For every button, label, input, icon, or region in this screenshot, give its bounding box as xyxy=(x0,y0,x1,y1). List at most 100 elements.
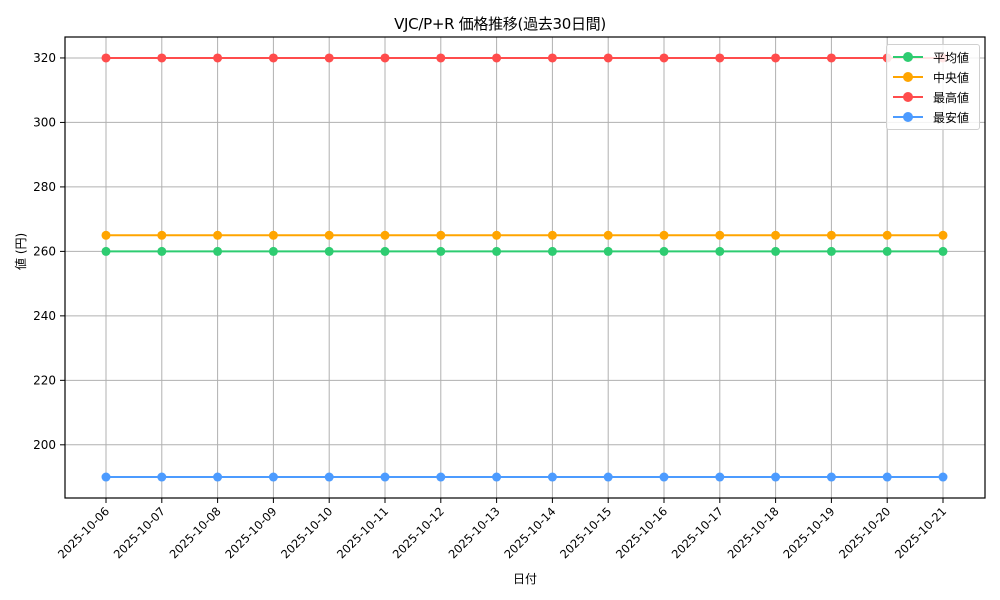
data-point xyxy=(659,472,669,482)
legend: 平均値 中央値 最高値 最安値 xyxy=(886,44,980,130)
legend-item-min: 最安値 xyxy=(887,107,979,127)
data-point xyxy=(715,246,725,256)
x-tick-label: 2025-10-13 xyxy=(446,504,503,561)
data-point xyxy=(101,230,111,240)
data-point xyxy=(492,472,502,482)
y-tick-label: 280 xyxy=(33,180,56,194)
x-axis-label: 日付 xyxy=(512,572,537,586)
data-point xyxy=(268,53,278,63)
x-tick-label: 2025-10-15 xyxy=(557,504,614,561)
data-point xyxy=(157,472,167,482)
data-point xyxy=(157,53,167,63)
data-point xyxy=(436,230,446,240)
x-tick-label: 2025-10-18 xyxy=(725,504,782,561)
y-tick-label: 300 xyxy=(33,115,56,129)
legend-marker-icon xyxy=(903,72,913,82)
data-point xyxy=(213,53,223,63)
data-point xyxy=(771,246,781,256)
legend-marker-icon xyxy=(903,92,913,102)
x-tick-label: 2025-10-12 xyxy=(390,504,447,561)
x-tick-label: 2025-10-19 xyxy=(780,504,837,561)
data-point xyxy=(715,53,725,63)
x-tick-label: 2025-10-16 xyxy=(613,504,670,561)
x-tick-label: 2025-10-10 xyxy=(278,504,335,561)
legend-label: 最高値 xyxy=(933,91,970,105)
data-point xyxy=(213,472,223,482)
legend-marker-icon xyxy=(903,112,913,122)
data-point xyxy=(380,246,390,256)
x-tick-label: 2025-10-17 xyxy=(669,504,726,561)
data-point xyxy=(659,53,669,63)
data-point xyxy=(771,53,781,63)
axes-frame xyxy=(64,36,986,499)
data-point xyxy=(101,472,111,482)
data-point xyxy=(938,230,948,240)
legend-label: 中央値 xyxy=(933,71,970,85)
legend-label: 最安値 xyxy=(933,111,970,125)
data-point xyxy=(492,230,502,240)
data-point xyxy=(213,230,223,240)
data-point xyxy=(324,53,334,63)
data-point xyxy=(157,246,167,256)
data-point xyxy=(492,246,502,256)
data-point xyxy=(157,230,167,240)
data-point xyxy=(938,472,948,482)
data-point xyxy=(547,230,557,240)
legend-marker-icon xyxy=(903,52,913,62)
x-tick-label: 2025-10-06 xyxy=(55,504,112,561)
x-tick-label: 2025-10-07 xyxy=(111,504,168,561)
y-axis-label: 値 (円) xyxy=(14,232,28,270)
data-point xyxy=(380,230,390,240)
x-tick-label: 2025-10-14 xyxy=(501,504,558,561)
y-tick-label: 200 xyxy=(33,438,56,452)
data-point xyxy=(659,230,669,240)
data-point xyxy=(547,472,557,482)
data-point xyxy=(101,53,111,63)
data-point xyxy=(603,472,613,482)
data-point xyxy=(436,53,446,63)
legend-label: 平均値 xyxy=(933,51,970,65)
data-point xyxy=(826,472,836,482)
legend-item-median: 中央値 xyxy=(887,67,979,87)
data-point xyxy=(324,246,334,256)
data-point xyxy=(436,246,446,256)
data-point xyxy=(659,246,669,256)
legend-item-max: 最高値 xyxy=(887,87,979,107)
data-point xyxy=(826,246,836,256)
data-point xyxy=(492,53,502,63)
data-point xyxy=(380,53,390,63)
data-point xyxy=(938,246,948,256)
data-point xyxy=(268,246,278,256)
data-point xyxy=(603,53,613,63)
data-point xyxy=(771,472,781,482)
data-point xyxy=(268,472,278,482)
y-tick-label: 240 xyxy=(33,309,56,323)
x-tick-label: 2025-10-08 xyxy=(167,504,224,561)
x-tick-label: 2025-10-09 xyxy=(222,504,279,561)
data-point xyxy=(826,53,836,63)
data-point xyxy=(826,230,836,240)
data-point xyxy=(715,230,725,240)
x-tick-label: 2025-10-20 xyxy=(836,504,893,561)
data-point xyxy=(882,472,892,482)
data-point xyxy=(603,246,613,256)
x-tick-label: 2025-10-11 xyxy=(334,504,391,561)
data-point xyxy=(547,53,557,63)
data-point xyxy=(324,472,334,482)
data-point xyxy=(436,472,446,482)
data-point xyxy=(882,246,892,256)
data-point xyxy=(715,472,725,482)
data-point xyxy=(547,246,557,256)
data-point xyxy=(324,230,334,240)
y-tick-label: 260 xyxy=(33,244,56,258)
data-point xyxy=(213,246,223,256)
legend-item-average: 平均値 xyxy=(887,47,979,67)
chart-title: VJC/P+R 価格推移(過去30日間) xyxy=(394,15,606,33)
data-point xyxy=(882,230,892,240)
data-point xyxy=(380,472,390,482)
data-point xyxy=(268,230,278,240)
x-tick-label: 2025-10-21 xyxy=(892,504,949,561)
y-tick-label: 220 xyxy=(33,373,56,387)
data-point xyxy=(603,230,613,240)
